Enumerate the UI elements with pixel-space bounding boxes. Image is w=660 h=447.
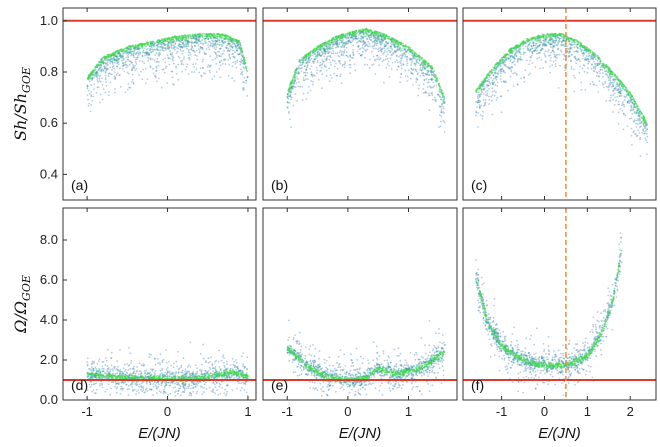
x-tick-label: 2 <box>627 404 634 419</box>
x-tick-label: -1 <box>81 404 93 419</box>
y-tick-label: 6.0 <box>40 272 58 287</box>
scatter-points <box>475 232 622 396</box>
x-tick-label: 0 <box>344 404 351 419</box>
panel-b: (b) <box>263 8 457 200</box>
y-axis-label: Sh/ShGOE <box>11 67 33 141</box>
y-tick-label: 1.0 <box>40 13 58 28</box>
panel-label: (d) <box>71 377 88 393</box>
panel-label: (f) <box>471 377 484 393</box>
panel-label: (e) <box>271 377 288 393</box>
x-axis-label: E/(JN) <box>538 425 581 442</box>
panel-e: (e) -1 0 1 <box>263 208 457 419</box>
x-tick-label: -1 <box>496 404 508 419</box>
scatter-points <box>287 320 446 397</box>
x-tick-label: 0 <box>164 404 171 419</box>
x-tick-label: 1 <box>244 404 251 419</box>
panels-layer: (a) 1.0 0.8 0.6 0.4 (b) (c) (d) 8.0 6.0 4.0 2.0 0.0 -… <box>40 8 656 419</box>
panel-label: (a) <box>71 177 88 193</box>
scatter-points <box>475 33 648 157</box>
x-tick-label: 1 <box>405 404 412 419</box>
panel-label: (c) <box>471 177 487 193</box>
y-tick-label: 4.0 <box>40 312 58 327</box>
scatter-points <box>86 33 248 113</box>
y-axis-label: Ω/ΩGOE <box>11 275 33 334</box>
panel-frame <box>463 8 656 200</box>
y-tick-label: 0.0 <box>40 392 58 407</box>
panel-f: (f) -1 0 1 2 <box>463 208 656 419</box>
labels-layer: E/(JN) E/(JN) E/(JN) Sh/ShGOE Ω/ΩGOE <box>11 67 581 442</box>
panel-d: (d) 8.0 6.0 4.0 2.0 0.0 -1 0 1 <box>40 208 256 419</box>
x-tick-label: -1 <box>281 404 293 419</box>
panel-frame <box>263 208 457 400</box>
y-tick-label: 2.0 <box>40 352 58 367</box>
panel-label: (b) <box>271 177 288 193</box>
x-axis-label: E/(JN) <box>138 425 181 442</box>
x-axis-label: E/(JN) <box>339 425 382 442</box>
x-tick-label: 0 <box>541 404 548 419</box>
panel-a: (a) 1.0 0.8 0.6 0.4 <box>40 8 256 200</box>
panel-c: (c) <box>463 8 656 200</box>
scatter-points <box>286 28 445 133</box>
y-tick-label: 0.6 <box>40 115 58 130</box>
y-tick-label: 0.4 <box>40 166 58 181</box>
x-tick-label: 1 <box>584 404 591 419</box>
y-tick-label: 8.0 <box>40 232 58 247</box>
panel-frame <box>263 8 457 200</box>
scatter-points <box>86 342 249 397</box>
y-tick-label: 0.8 <box>40 64 58 79</box>
